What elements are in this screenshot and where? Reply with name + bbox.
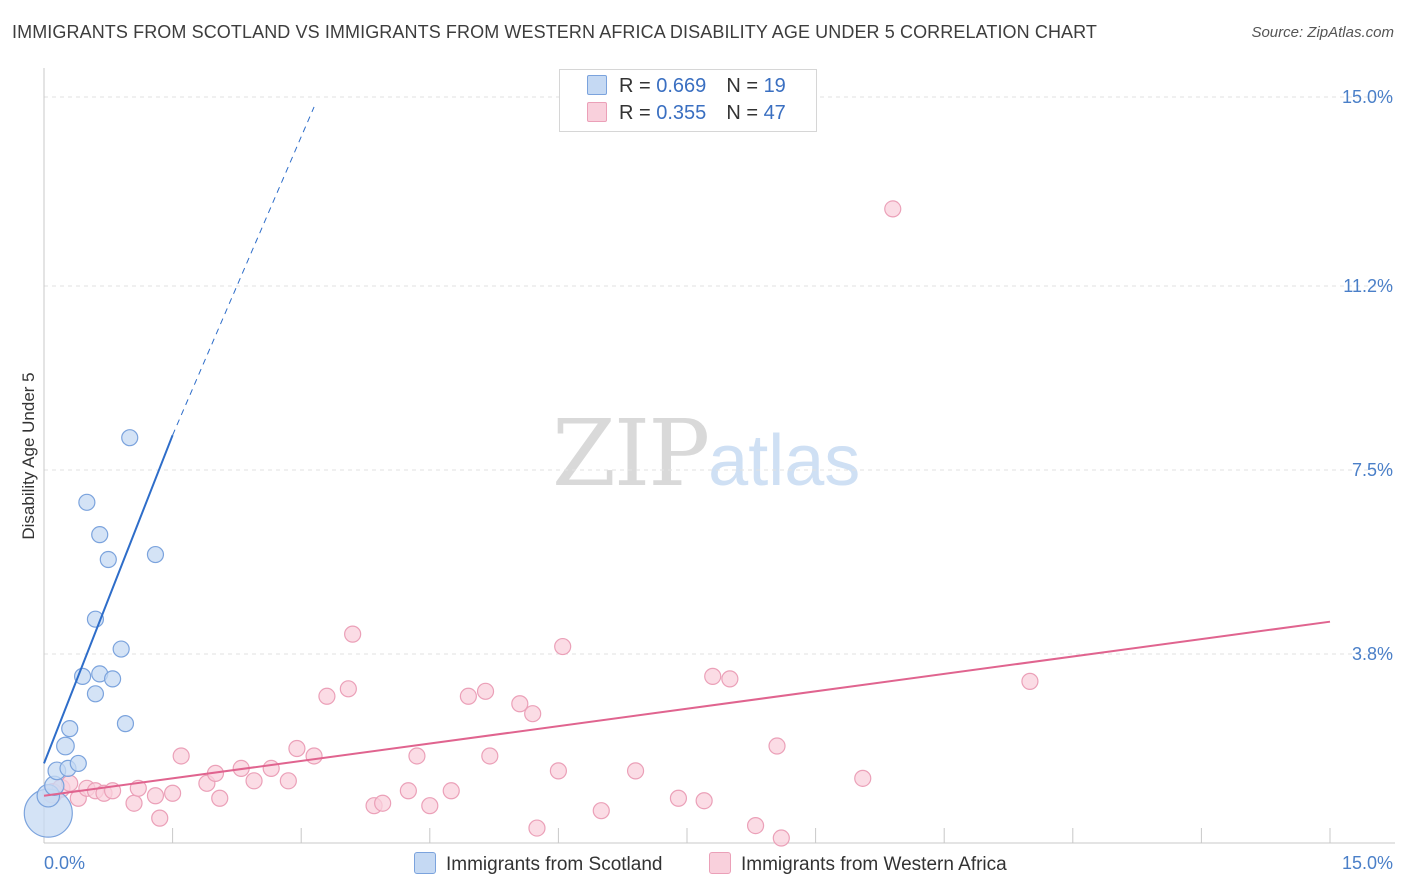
- zipatlas-watermark: ZIPatlas: [552, 400, 860, 507]
- western-africa-point: [884, 200, 902, 218]
- legend-n-label: N =: [726, 102, 764, 124]
- scotland-swatch: [587, 75, 607, 95]
- western-africa-point: [704, 667, 722, 685]
- scotland-point: [56, 736, 75, 756]
- western-africa-point: [772, 829, 790, 847]
- y-tick-label: 3.8%: [1352, 644, 1393, 664]
- western-africa-point: [476, 682, 495, 700]
- western-africa-point: [125, 794, 143, 812]
- correlation-legend: R = 0.669 N = 19 R = 0.355 N = 47: [559, 69, 817, 132]
- western-africa-point: [146, 787, 165, 805]
- western-africa-point: [339, 680, 357, 698]
- legend-r-value: 0.669: [656, 75, 707, 97]
- western-africa-point: [211, 789, 229, 807]
- scotland-point: [61, 720, 79, 738]
- western-africa-point: [528, 819, 546, 837]
- western-africa-point: [399, 782, 417, 800]
- scotland-point: [91, 526, 109, 544]
- western-africa-point: [669, 789, 688, 807]
- legend-row-western-africa: R = 0.355 N = 47: [587, 102, 786, 126]
- western-africa-point: [442, 782, 460, 800]
- watermark-zip: ZIP: [552, 400, 710, 507]
- y-tick-label: 15.0%: [1342, 87, 1393, 107]
- western-africa-point: [151, 809, 169, 827]
- scotland-point: [116, 715, 135, 733]
- y-tick-label: 7.5%: [1352, 460, 1393, 480]
- western-africa-point: [554, 637, 572, 656]
- scotland-trend-extension: [172, 106, 315, 436]
- source-label: Source: ZipAtlas.com: [1251, 24, 1394, 41]
- axis-labels: 3.8% 7.5% 11.2% 15.0% 0.0% 15.0% Disability Ag…: [19, 87, 1393, 873]
- legend-r-label: R =: [619, 75, 657, 97]
- scotland-point: [112, 640, 130, 658]
- watermark-atlas: atlas: [708, 421, 861, 501]
- western-africa-trend-line: [43, 620, 1331, 797]
- western-africa-point: [854, 769, 872, 787]
- bottom-legend-western-africa: Immigrants from Western Africa: [709, 852, 1007, 876]
- scotland-trend-line: [43, 434, 174, 764]
- western-africa-point: [245, 772, 263, 790]
- western-africa-point: [511, 695, 529, 713]
- chart-title: IMMIGRANTS FROM SCOTLAND VS IMMIGRANTS F…: [12, 22, 1098, 42]
- western-africa-point: [481, 747, 499, 765]
- y-tick-label: 11.2%: [1343, 276, 1393, 296]
- western-africa-point: [318, 687, 336, 705]
- scotland-point: [103, 670, 122, 688]
- legend-r-value: 0.355: [656, 102, 707, 124]
- scotland-point: [69, 754, 87, 773]
- scotland-point: [86, 685, 105, 703]
- western-africa-point: [164, 784, 182, 802]
- series-western-africa: [42, 200, 1039, 847]
- western-africa-point: [721, 670, 739, 688]
- scotland-point: [99, 550, 117, 569]
- scotland-point: [78, 493, 96, 511]
- x-tick-label-min: 0.0%: [44, 853, 85, 873]
- western-africa-point: [262, 759, 280, 778]
- legend-n-label: N =: [726, 75, 764, 97]
- western-africa-point: [592, 802, 610, 820]
- scotland-point: [146, 545, 165, 564]
- western-africa-swatch: [709, 852, 731, 874]
- western-africa-point: [746, 816, 765, 835]
- grid-lines: [44, 96, 1395, 655]
- western-africa-point: [695, 792, 713, 810]
- western-africa-swatch: [587, 102, 607, 122]
- western-africa-point: [288, 739, 306, 758]
- western-africa-point: [626, 762, 645, 780]
- scotland-point: [121, 429, 139, 447]
- western-africa-point: [305, 747, 323, 765]
- western-africa-point: [172, 747, 190, 765]
- trend-lines: [43, 106, 1331, 797]
- x-tick-label-max: 15.0%: [1342, 853, 1393, 873]
- legend-n-value: 19: [763, 75, 786, 97]
- y-axis-label: Disability Age Under 5: [19, 372, 38, 539]
- bottom-legend-scotland-label: Immigrants from Scotland: [446, 854, 663, 875]
- western-africa-point: [524, 705, 542, 723]
- western-africa-point: [374, 794, 392, 812]
- western-africa-point: [1021, 672, 1039, 690]
- western-africa-point: [279, 772, 297, 790]
- western-africa-point: [344, 625, 362, 643]
- legend-r-label: R =: [619, 102, 657, 124]
- western-africa-point: [459, 687, 477, 705]
- scotland-swatch: [414, 852, 436, 874]
- western-africa-point: [549, 762, 568, 780]
- legend-row-scotland: R = 0.669 N = 19: [587, 75, 786, 99]
- bottom-legend-scotland: Immigrants from Scotland: [414, 852, 662, 876]
- western-africa-point: [408, 747, 426, 765]
- bottom-legend-western-africa-label: Immigrants from Western Africa: [741, 854, 1007, 875]
- scotland-point: [73, 667, 92, 685]
- western-africa-point: [768, 737, 786, 755]
- western-africa-point: [421, 797, 439, 815]
- legend-n-value: 47: [763, 102, 786, 124]
- axes: [43, 68, 1395, 844]
